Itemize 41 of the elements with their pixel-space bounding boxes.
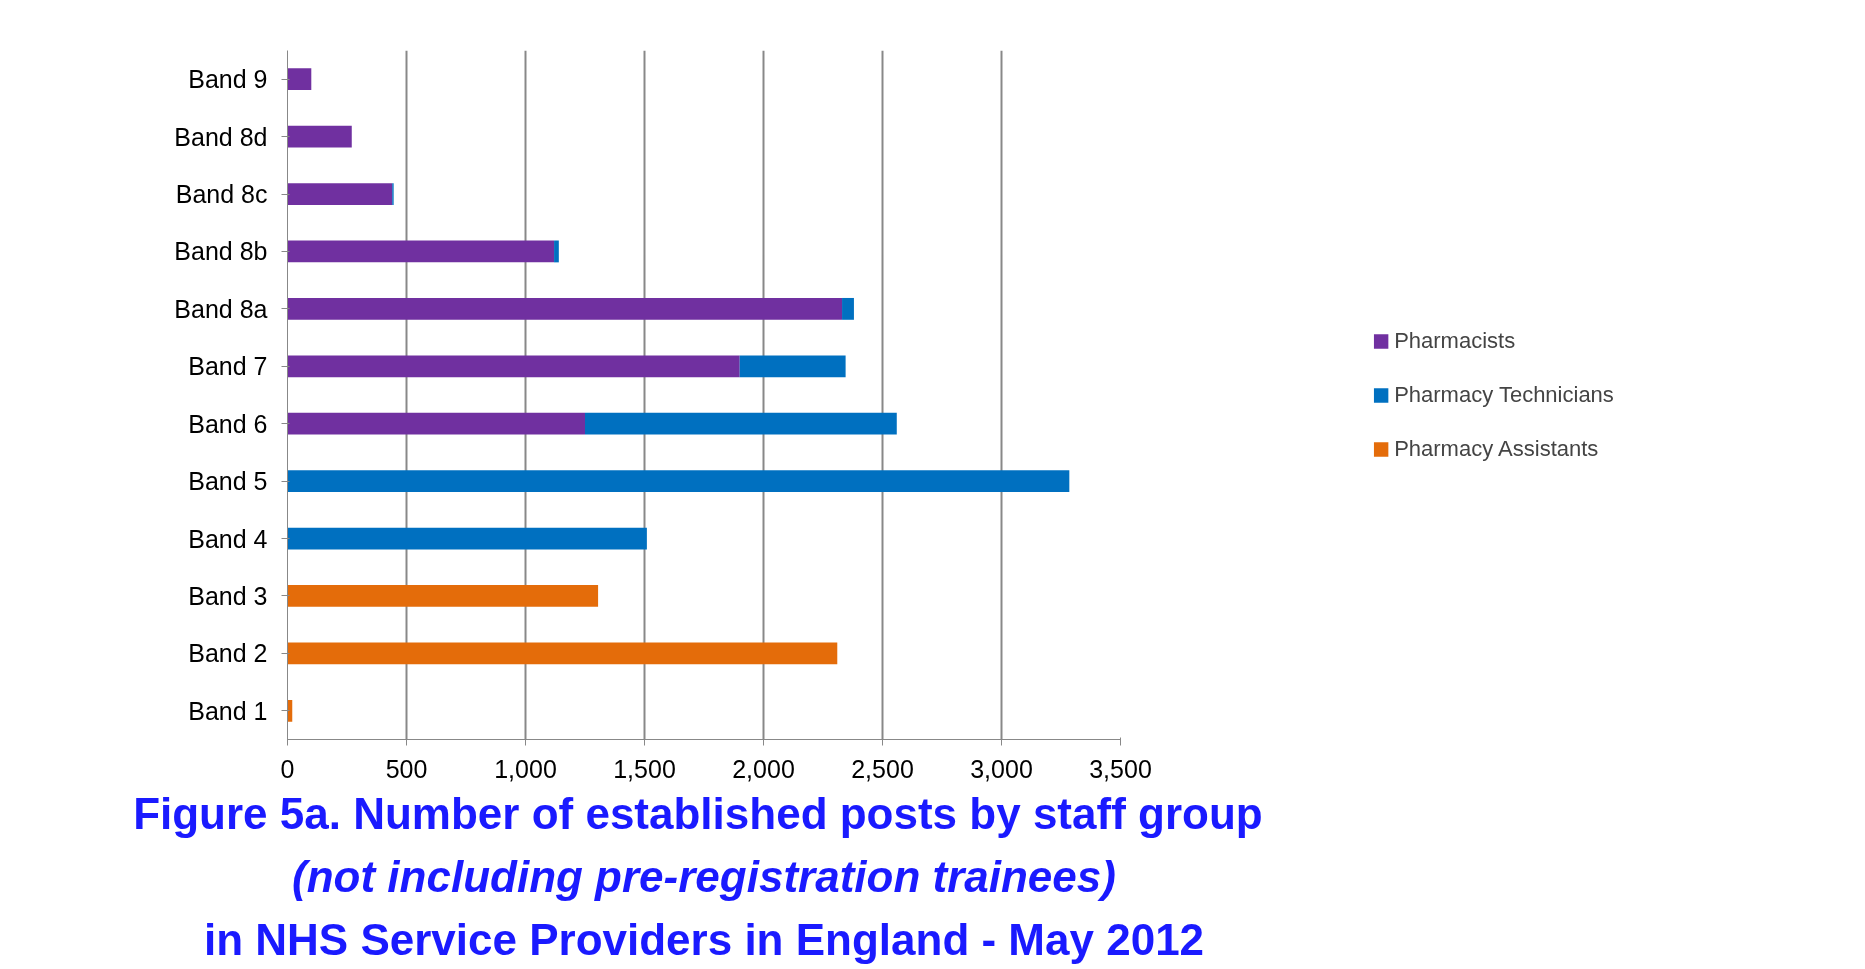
- x-tick-label: 3,000: [970, 754, 1033, 783]
- legend-label: Pharmacy Technicians: [1394, 381, 1614, 408]
- y-tick-label: Band 5: [188, 467, 268, 496]
- bar: [287, 642, 838, 665]
- x-tick-label: 2,500: [851, 754, 914, 783]
- y-tick-label: Band 7: [188, 352, 268, 381]
- y-tick-label: Band 3: [188, 581, 268, 610]
- legend-label: Pharmacists: [1394, 327, 1516, 354]
- bar: [287, 240, 555, 263]
- y-tick-label: Band 8b: [174, 237, 268, 266]
- bar: [554, 240, 559, 263]
- legend-label: Pharmacy Assistants: [1394, 435, 1599, 462]
- bar: [287, 412, 585, 435]
- y-tick-label: Band 2: [188, 639, 268, 668]
- bar: [287, 297, 843, 320]
- x-tick-label: 3,500: [1089, 754, 1152, 783]
- text: (not including pre-registration trainees): [292, 851, 1116, 901]
- y-tick-label: Band 4: [188, 524, 268, 553]
- bar: [287, 68, 312, 91]
- x-tick-label: 2,000: [732, 754, 795, 783]
- text: Figure 5a. Number of established posts by staff group: [133, 788, 1263, 838]
- bar: [287, 183, 393, 205]
- y-tick-label: Band 8c: [175, 180, 268, 209]
- y-tick-label: Band 1: [188, 696, 268, 725]
- text: in NHS Service Providers in England - May 2012: [203, 914, 1205, 964]
- y-tick-label: Band 8d: [174, 122, 268, 151]
- bar: [585, 412, 897, 435]
- y-tick-label: Band 8a: [174, 294, 268, 323]
- y-tick-label: Band 9: [188, 65, 268, 94]
- bar: [287, 125, 352, 148]
- x-tick-label: 0: [280, 754, 295, 783]
- x-tick-label: 1,000: [494, 754, 557, 783]
- bar: [842, 297, 854, 320]
- x-tick-label: 1,500: [613, 754, 676, 783]
- y-tick-label: Band 6: [188, 409, 268, 438]
- bar: [287, 585, 599, 607]
- bar: [739, 355, 846, 378]
- x-tick-label: 500: [385, 754, 428, 783]
- bar: [287, 470, 1070, 493]
- bar: [287, 355, 740, 378]
- bar: [287, 527, 647, 550]
